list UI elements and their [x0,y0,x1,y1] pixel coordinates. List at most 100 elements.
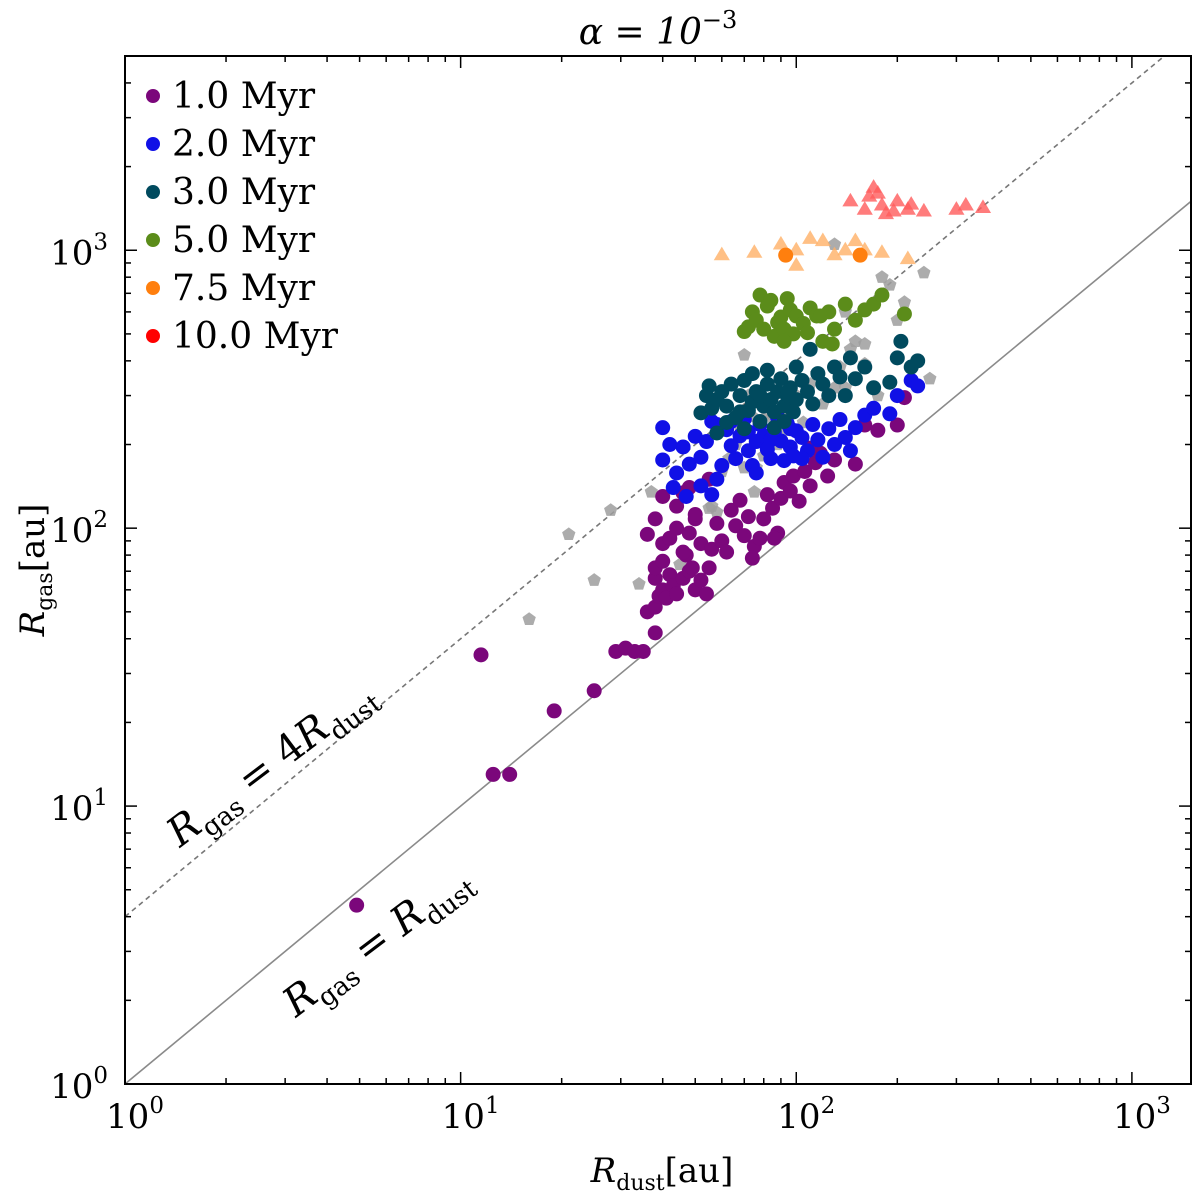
y-axis-label-sym: R [13,611,53,638]
point-1-0-myr [669,498,685,514]
point-2-0-myr [910,378,926,394]
point-upper-triangles-red [861,188,878,202]
point-grey-pentagons [705,499,719,512]
chart-title: α = 10−3 [579,6,738,53]
point-3-0-myr [889,350,905,366]
y-tick-label-3: 103 [50,229,108,273]
dashed-line-label: Rgas = 4Rdust [158,670,389,862]
point-5-0-myr [799,325,815,341]
y-tick-label-2: 102 [50,507,108,551]
chart-title-main: α = 10 [579,12,702,53]
point-5-0-myr [847,312,863,328]
point-3-0-myr [799,384,815,400]
point-2-0-myr [815,449,831,465]
point-3-0-myr [736,421,752,437]
y-axis-label: Rgas[au] [13,504,58,638]
point-3-0-myr [782,380,798,396]
point-1-0-myr [485,766,501,782]
y-tick-label-2-exp: 2 [93,507,108,533]
point-3-0-myr [773,371,789,387]
point-1-0-myr [684,560,700,576]
point-2-0-myr [763,451,779,467]
point-1-0-myr [827,452,843,468]
point-grey-pentagons [562,527,576,541]
point-1-0-myr [744,550,760,566]
x-tick-label-3-exp: 3 [1156,1093,1171,1119]
point-1-0-myr [766,530,782,546]
point-grey-pentagons [737,347,751,361]
point-upper-triangles-orange [746,244,763,258]
point-upper-triangles-red [903,196,920,210]
point-upper-triangles-orange [899,250,916,265]
x-axis-label-sub: dust [616,1171,665,1196]
point-1-0-myr [698,586,714,602]
point-2-0-myr [709,471,725,487]
point-3-0-myr [794,372,810,388]
point-5-0-myr [763,292,779,308]
point-upper-triangles-orange [814,232,831,247]
y-tick-label-1-exp: 1 [93,785,108,811]
point-2-0-myr [687,428,703,444]
point-1-0-myr [736,528,752,544]
point-1-0-myr [639,526,655,542]
point-3-0-myr [719,398,735,414]
legend-marker-3-0-myr [146,185,160,199]
point-1-0-myr [752,530,768,546]
point-2-0-myr [827,437,843,453]
x-tick-label-1-exp: 1 [485,1093,500,1119]
point-3-0-myr [788,392,804,408]
point-1-0-myr [704,541,720,557]
x-tick-label-2: 102 [777,1093,835,1137]
point-1-0-myr [693,572,709,588]
point-grey-pentagons [827,237,842,251]
y-tick-label-3-exp: 3 [93,229,108,255]
point-3-0-myr [805,396,821,412]
legend-label-3-0-myr: 3.0 Myr [172,172,316,213]
point-1-0-myr [586,683,602,699]
point-3-0-myr [842,350,858,366]
point-1-0-myr [675,544,691,560]
point-grey-pentagons [587,573,601,586]
y-tick-label-0-exp: 0 [93,1063,108,1089]
point-2-0-myr [837,429,853,445]
y-tick-label-1-base: 10 [50,789,93,829]
point-1-0-myr [820,468,836,484]
point-upper-triangles-red [889,192,906,207]
point-2-0-myr [704,487,720,503]
point-1-0-myr [669,586,685,602]
point-1-0-myr [756,511,772,527]
legend-label-7-5-myr: 7.5 Myr [172,268,316,309]
point-1-0-myr [647,511,663,527]
point-2-0-myr [693,478,709,494]
point-2-0-myr [748,465,764,481]
point-1-0-myr [701,560,717,576]
point-1-0-myr [655,489,671,505]
point-2-0-myr [723,438,739,454]
point-1-0-myr [709,515,725,531]
point-grey-pentagons [848,334,863,348]
point-upper-triangles-orange [837,241,854,256]
point-3-0-myr [832,369,848,385]
point-upper-triangles-orange [826,246,843,261]
point-1-0-myr [502,766,518,782]
point-upper-triangles-red [957,196,974,211]
chart-title-exponent: −3 [702,6,737,34]
point-1-0-myr [635,643,651,659]
point-grey-pentagons [897,295,912,308]
point-2-0-myr [655,452,671,468]
x-tick-label-1: 101 [442,1093,500,1137]
legend-label-2-0-myr: 2.0 Myr [172,124,316,165]
x-axis-label-sym: R [590,1151,617,1191]
point-2-0-myr [866,400,882,416]
y-tick-label-2-base: 10 [50,511,93,551]
point-3-0-myr [752,414,768,430]
point-upper-triangles-orange [713,246,730,261]
point-2-0-myr [889,388,905,404]
point-2-0-myr [810,432,826,448]
point-2-0-myr [714,458,730,474]
point-3-0-myr [723,376,739,392]
x-tick-label-3: 103 [1113,1093,1171,1137]
point-2-0-myr [655,420,671,436]
point-grey-pentagons [875,270,889,283]
legend-label-10-0-myr: 10.0 Myr [172,316,339,357]
